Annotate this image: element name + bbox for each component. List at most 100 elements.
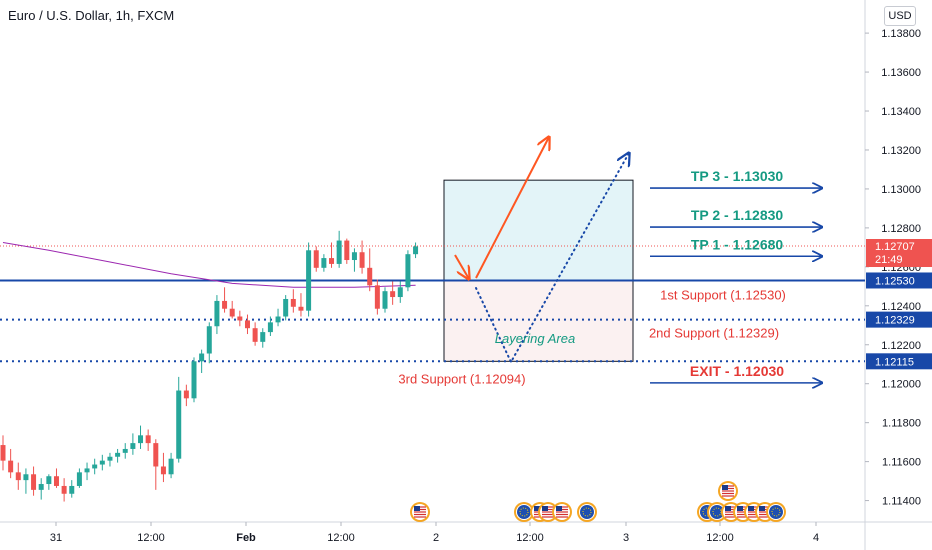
us-flag-canton [542, 506, 548, 511]
candle-body [183, 390, 189, 399]
us-flag-canton [556, 506, 562, 511]
candle-body [168, 458, 174, 475]
candle-body [290, 298, 296, 307]
level-price-value: 1.12115 [875, 356, 914, 368]
level-price-tag [866, 353, 932, 370]
candle-body [298, 306, 304, 311]
price-tick-label: 1.11400 [882, 496, 921, 508]
eu-flag-stars [582, 507, 592, 517]
candle-body [229, 308, 235, 317]
candle-body [0, 445, 6, 461]
eu-flag-field [710, 505, 724, 519]
candle-body [191, 361, 197, 399]
candle-body [390, 291, 396, 298]
price-tick-label: 1.12200 [881, 340, 921, 352]
current-price-value: 1.12707 [875, 241, 915, 253]
eu-flag-icon [577, 502, 597, 522]
candle-body [92, 464, 98, 469]
candle-body [237, 316, 243, 321]
eu-flag-field [580, 505, 594, 519]
candle-body [206, 326, 212, 354]
layering-area-box [443, 279, 634, 362]
candle-body [382, 291, 388, 309]
time-tick-label: 4 [813, 532, 819, 544]
candle-body [199, 353, 205, 362]
candle-body [153, 443, 159, 467]
price-tick-label: 1.13000 [881, 184, 921, 196]
candle-body [130, 443, 136, 449]
candle-body [138, 435, 144, 444]
time-tick-label: 12:00 [706, 532, 734, 544]
candle-body [321, 258, 327, 268]
candle-body [413, 246, 419, 255]
price-tick-label: 1.13400 [881, 106, 921, 118]
price-tick-label: 1.12400 [881, 301, 921, 313]
candle-body [99, 460, 105, 465]
candle-body [359, 252, 365, 268]
candle-body [23, 474, 29, 481]
candle-body [252, 328, 258, 342]
candle-body [8, 460, 14, 473]
tp-label-3: TP 3 - 1.13030 [691, 168, 784, 184]
eu-flag-field [517, 505, 531, 519]
time-tick-label: 3 [623, 532, 629, 544]
currency-button[interactable]: USD [884, 6, 916, 26]
us-flag-canton [534, 506, 540, 511]
candle-body [176, 390, 182, 459]
candle-body [53, 476, 59, 486]
candle-body [46, 476, 52, 485]
drawings [454, 137, 822, 383]
candle-body [122, 448, 128, 453]
layering-path-arrow [475, 153, 629, 365]
candle-body [306, 250, 312, 311]
candle-body [31, 474, 37, 490]
price-tick-label: 1.12000 [881, 379, 921, 391]
candle-body [61, 485, 67, 494]
eu-flag-icon [707, 502, 727, 522]
support-label-2: 2nd Support (1.12329) [649, 326, 779, 341]
moving-average [2, 242, 416, 288]
us-flag-icon [718, 481, 738, 501]
horizontal-levels [0, 245, 865, 363]
support-label-1: 1st Support (1.12530) [660, 287, 786, 302]
candle-body [84, 468, 90, 473]
us-flag-canton [737, 506, 743, 511]
level-price-value: 1.12329 [875, 315, 915, 327]
us-flag-icon [552, 502, 572, 522]
candle-body [344, 240, 350, 261]
eu-flag-stars [519, 507, 529, 517]
bullish-projection-arrow [475, 137, 549, 279]
eu-flag-icon [514, 502, 534, 522]
price-axis: 1.13800 1.13600 1.13400 1.13200 1.13000 1.128… [865, 28, 921, 508]
layering-area-label: Layering Area [495, 331, 575, 346]
price-tick-label: 1.13200 [881, 145, 921, 157]
us-flag-canton [725, 506, 731, 511]
annotation-labels: TP 3 - 1.13030 TP 2 - 1.12830 TP 1 - 1.126… [398, 168, 785, 386]
time-axis: 31 12:00 Feb 12:00 2 12:00 3 12:00 4 [50, 522, 819, 544]
candle-body [38, 484, 44, 490]
candle-body [267, 322, 273, 333]
current-price-tag [866, 239, 932, 268]
candle-body [283, 298, 289, 317]
time-tick-label: 12:00 [137, 532, 165, 544]
tp-label-1: TP 1 - 1.12680 [691, 236, 784, 252]
candles [0, 230, 419, 502]
eu-flag-icon [766, 502, 786, 522]
candle-body [214, 300, 220, 327]
time-tick-label: 31 [50, 532, 62, 544]
price-tick-label: 1.11600 [882, 457, 921, 469]
time-tick-label: 12:00 [516, 532, 544, 544]
us-flag-canton [722, 485, 728, 490]
candle-body [15, 472, 21, 481]
price-tick-label: 1.13600 [881, 67, 921, 79]
candle-body [69, 485, 75, 494]
candle-body [222, 300, 228, 309]
candle-body [405, 254, 411, 288]
candle-body [244, 320, 250, 329]
level-price-tag [866, 272, 932, 289]
profit-zone-box [443, 179, 634, 281]
candle-body [351, 252, 357, 261]
economic-events [410, 481, 786, 522]
